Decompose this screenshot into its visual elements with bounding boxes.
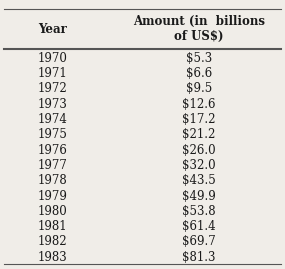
Text: $69.7: $69.7 bbox=[182, 235, 216, 249]
Text: $81.3: $81.3 bbox=[182, 251, 216, 264]
Text: 1979: 1979 bbox=[37, 190, 67, 203]
Text: $49.9: $49.9 bbox=[182, 190, 216, 203]
Text: 1975: 1975 bbox=[37, 128, 67, 141]
Text: Amount (in  billions
of US$): Amount (in billions of US$) bbox=[133, 15, 265, 43]
Text: $43.5: $43.5 bbox=[182, 174, 216, 187]
Text: 1980: 1980 bbox=[37, 205, 67, 218]
Text: 1982: 1982 bbox=[37, 235, 67, 249]
Text: 1976: 1976 bbox=[37, 144, 67, 157]
Text: $53.8: $53.8 bbox=[182, 205, 216, 218]
Text: $12.6: $12.6 bbox=[182, 98, 216, 111]
Text: 1983: 1983 bbox=[37, 251, 67, 264]
Text: 1971: 1971 bbox=[37, 67, 67, 80]
Text: 1974: 1974 bbox=[37, 113, 67, 126]
Text: Year: Year bbox=[38, 23, 67, 36]
Text: $5.3: $5.3 bbox=[186, 52, 212, 65]
Text: 1973: 1973 bbox=[37, 98, 67, 111]
Text: $61.4: $61.4 bbox=[182, 220, 216, 233]
Text: $21.2: $21.2 bbox=[182, 128, 216, 141]
Text: 1981: 1981 bbox=[37, 220, 67, 233]
Text: 1977: 1977 bbox=[37, 159, 67, 172]
Text: $9.5: $9.5 bbox=[186, 82, 212, 95]
Text: 1978: 1978 bbox=[37, 174, 67, 187]
Text: 1972: 1972 bbox=[37, 82, 67, 95]
Text: 1970: 1970 bbox=[37, 52, 67, 65]
Text: $26.0: $26.0 bbox=[182, 144, 216, 157]
Text: $32.0: $32.0 bbox=[182, 159, 216, 172]
Text: $6.6: $6.6 bbox=[186, 67, 212, 80]
Text: $17.2: $17.2 bbox=[182, 113, 216, 126]
